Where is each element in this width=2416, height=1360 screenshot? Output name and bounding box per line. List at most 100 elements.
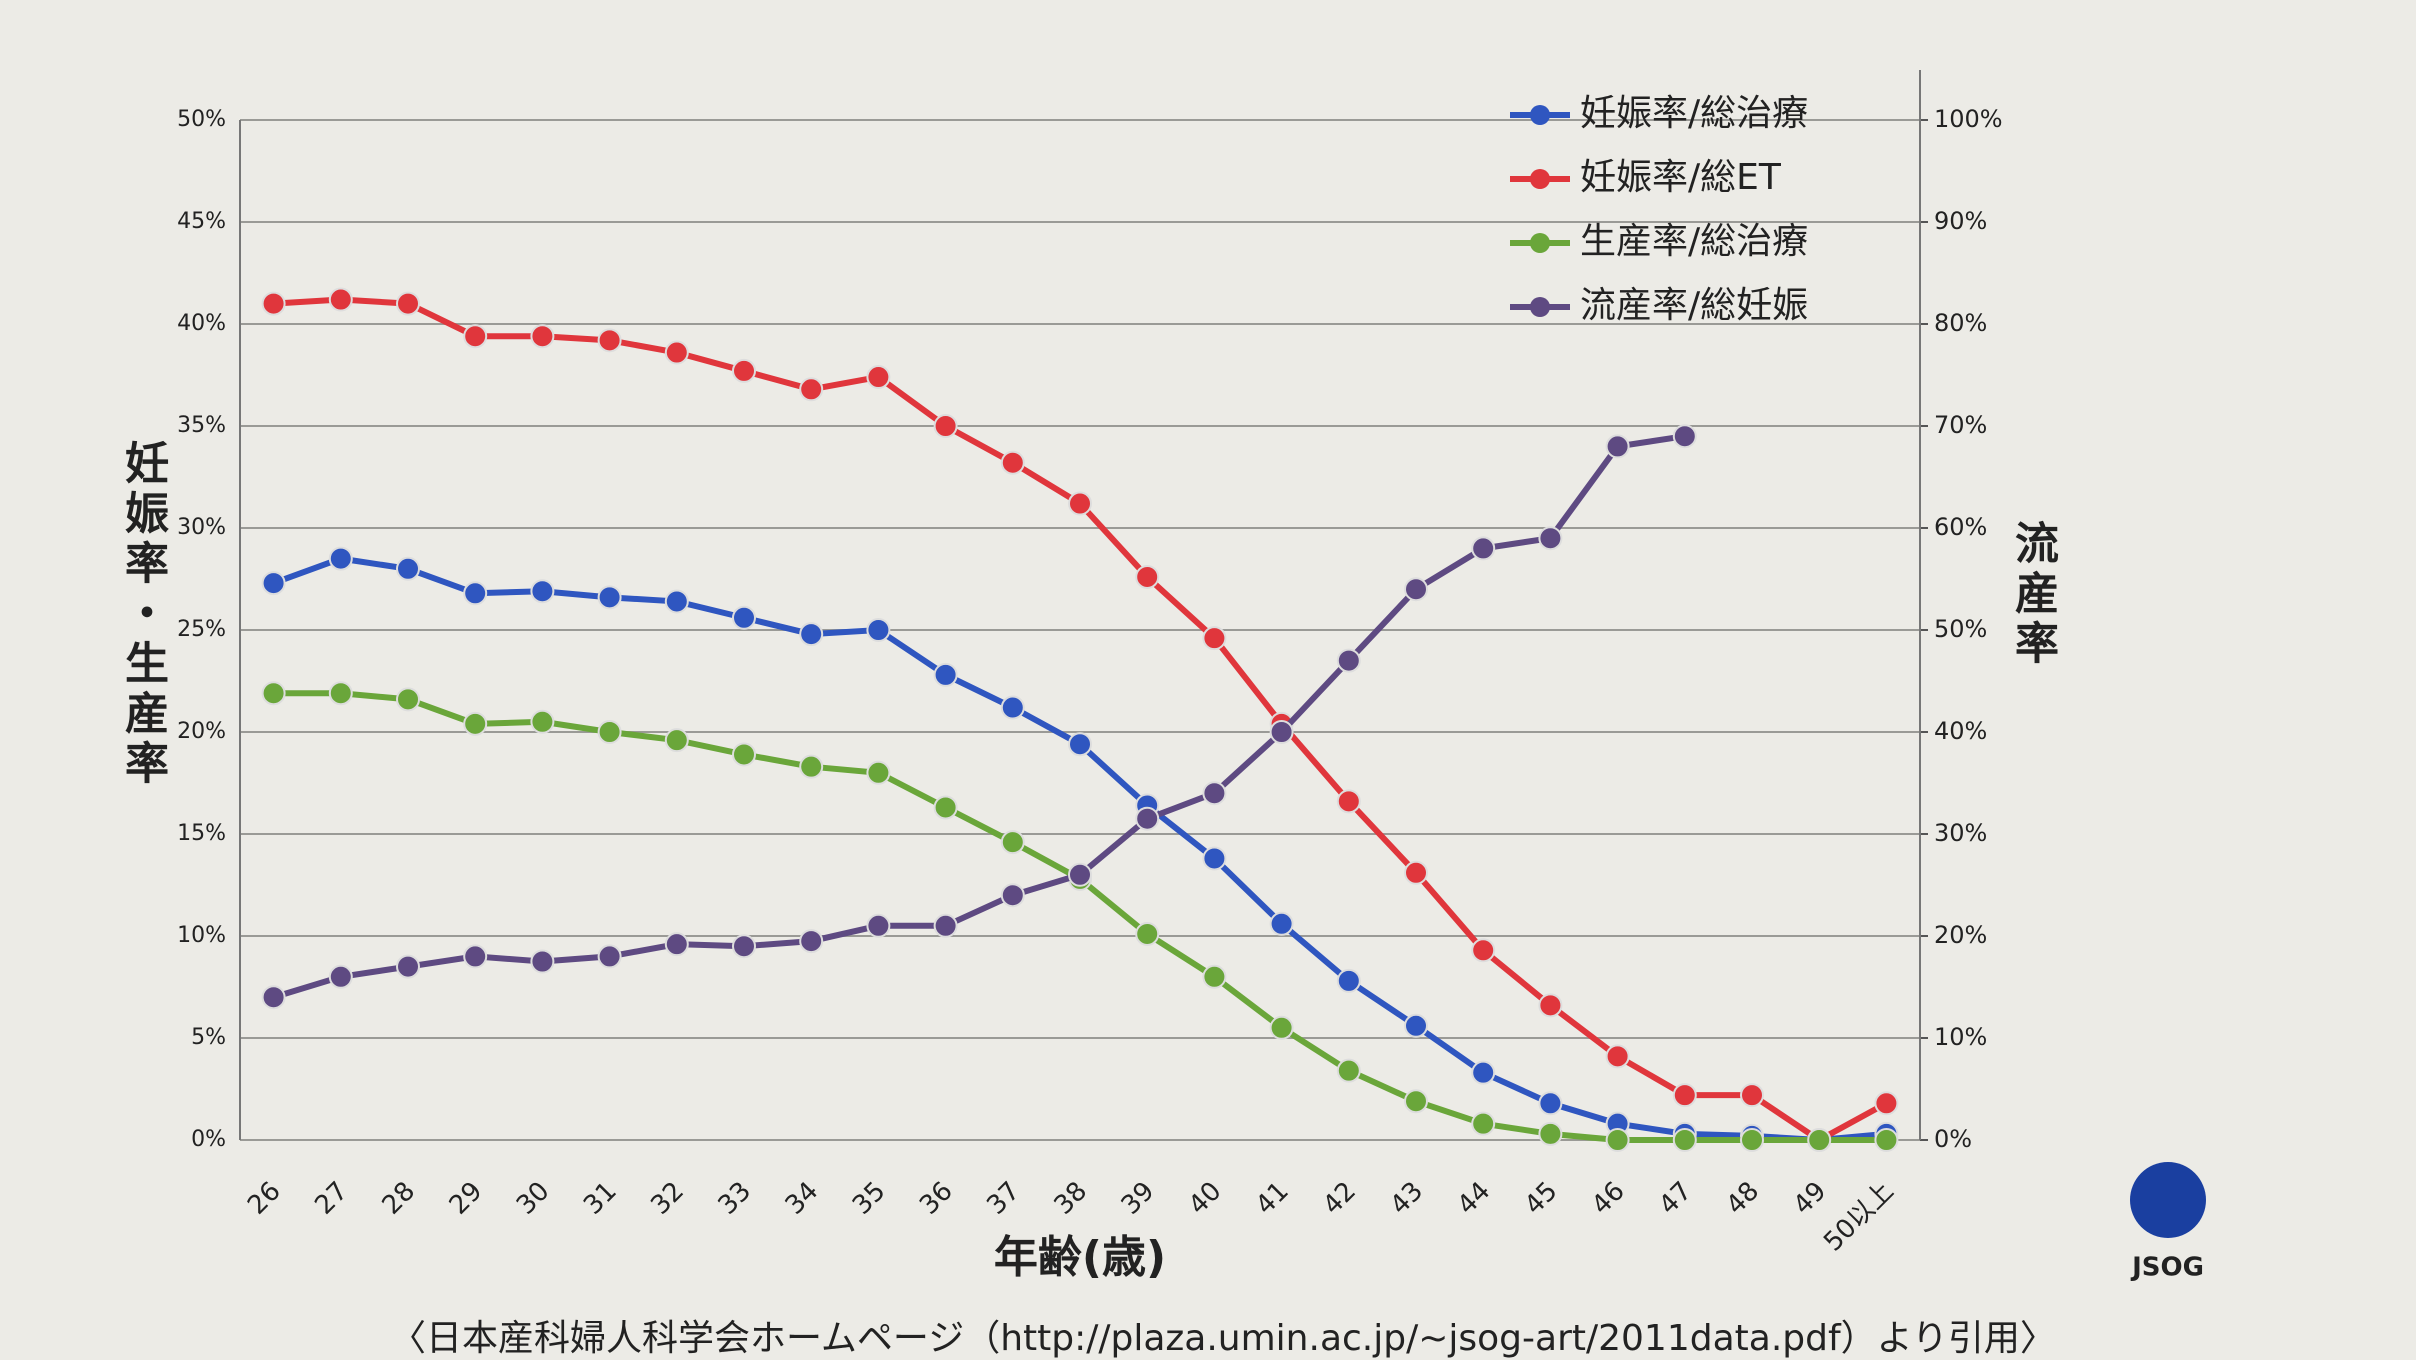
x-tick-label: 33 [713, 1176, 758, 1221]
data-point [799, 929, 824, 954]
y2-tick-label: 90% [1934, 207, 1987, 235]
data-point [328, 546, 353, 571]
y2-axis-label: 流産率 [2007, 520, 2058, 670]
data-point [597, 328, 622, 353]
data-point [1672, 1083, 1697, 1108]
x-tick-label: 34 [780, 1176, 825, 1221]
data-point [933, 414, 958, 438]
data-point [1740, 1083, 1764, 1108]
data-point [1202, 781, 1227, 806]
data-point [328, 681, 353, 706]
x-tick-label: 42 [1317, 1176, 1362, 1221]
y-tick-label: 45% [177, 209, 226, 234]
data-point [799, 622, 824, 647]
x-tick-label: 36 [914, 1176, 959, 1221]
x-tick-label: 31 [578, 1176, 623, 1221]
data-point [396, 291, 420, 316]
y-tick-label: 35% [177, 413, 226, 438]
x-tick-label: 44 [1452, 1176, 1497, 1221]
x-tick-label: 35 [847, 1176, 892, 1221]
data-point [866, 913, 891, 938]
y2-tick-label: 0% [1934, 1125, 1972, 1153]
data-point [1672, 424, 1697, 449]
x-tick-label: 48 [1721, 1176, 1766, 1221]
data-point [1471, 1060, 1496, 1085]
data-point [1538, 1121, 1563, 1146]
data-point [1404, 1089, 1428, 1114]
data-point [1538, 526, 1563, 551]
series-line [272, 555, 1887, 1144]
x-tick-label: 41 [1250, 1176, 1295, 1221]
data-point [1538, 1091, 1563, 1116]
y-tick-label: 40% [177, 311, 226, 336]
data-point [1269, 720, 1294, 744]
x-tick-label: 29 [444, 1176, 489, 1221]
data-point [664, 589, 689, 614]
data-point [261, 681, 286, 706]
data-point [1874, 1091, 1899, 1116]
data-point [732, 934, 756, 959]
legend-label: 生産率/総治療 [1580, 221, 1808, 262]
data-point [463, 944, 488, 969]
data-point [463, 324, 488, 349]
data-point [1068, 862, 1092, 887]
x-tick-label: 45 [1519, 1176, 1564, 1221]
x-tick-label: 50以上 [1818, 1176, 1899, 1257]
data-point [1605, 1044, 1630, 1069]
logo-mark [2130, 1162, 2206, 1238]
data-point [396, 556, 420, 581]
data-point [1807, 1128, 1832, 1152]
y2-tick-label: 30% [1934, 819, 1987, 847]
y-tick-label: 10% [177, 923, 226, 948]
data-point [328, 964, 353, 989]
data-point [1068, 732, 1092, 757]
y-tick-label: 20% [177, 719, 226, 744]
data-point [1135, 806, 1160, 831]
data-point [732, 358, 756, 383]
data-point [664, 340, 689, 365]
data-point [597, 585, 622, 610]
x-tick-label: 39 [1116, 1176, 1161, 1221]
legend-label: 妊娠率/総ET [1580, 157, 1782, 198]
data-point [530, 324, 555, 349]
data-point [396, 954, 420, 979]
legend-label: 妊娠率/総治療 [1580, 93, 1808, 134]
data-point [664, 932, 689, 957]
x-tick-label: 32 [645, 1176, 690, 1221]
data-point [799, 754, 824, 779]
legend-marker [1530, 233, 1550, 253]
legend-marker [1530, 105, 1550, 125]
data-point [1202, 846, 1227, 871]
y2-tick-label: 60% [1934, 513, 1987, 541]
data-point [1605, 434, 1630, 459]
x-tick-label: 27 [309, 1176, 354, 1221]
data-point [1471, 1111, 1496, 1136]
x-tick-label: 40 [1183, 1176, 1228, 1221]
data-point [1740, 1128, 1764, 1152]
data-point [732, 605, 756, 630]
y2-tick-label: 20% [1934, 921, 1987, 949]
data-point [1202, 626, 1227, 651]
data-point [261, 571, 286, 596]
data-point [1404, 1013, 1428, 1038]
data-point [1336, 648, 1361, 673]
y-tick-label: 50% [177, 107, 226, 132]
x-tick-label: 28 [377, 1176, 422, 1221]
data-point [530, 579, 555, 604]
data-point [1000, 883, 1025, 908]
y-axis-label: 妊娠率・生産率 [117, 440, 168, 790]
data-point [1135, 564, 1160, 589]
y-tick-label: 0% [191, 1127, 226, 1152]
x-axis-label: 年齢(歳) [994, 1232, 1166, 1283]
y-tick-label: 15% [177, 821, 226, 846]
y2-tick-label: 70% [1934, 411, 1987, 439]
data-point [1471, 938, 1496, 963]
data-point [664, 728, 689, 753]
data-point [1471, 536, 1496, 561]
data-point [1068, 491, 1092, 516]
x-tick-label: 37 [981, 1176, 1026, 1221]
y-tick-label: 25% [177, 617, 226, 642]
data-point [1336, 789, 1361, 814]
